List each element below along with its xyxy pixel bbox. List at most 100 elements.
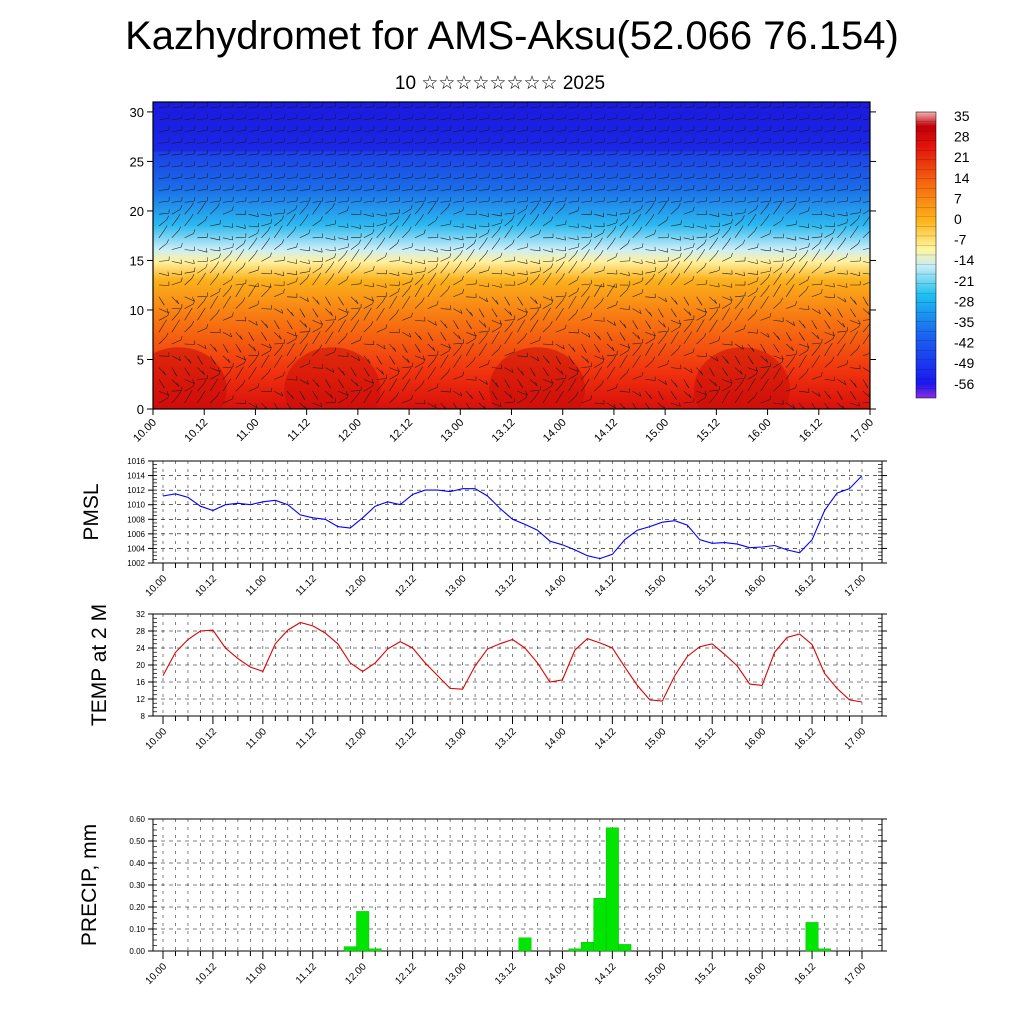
wind-barb [760,249,771,252]
wind-barb-flag [318,201,322,207]
wind-barb [222,254,231,262]
wind-barb [709,323,716,333]
wind-barb-flag [218,236,221,241]
wind-barb [517,390,527,396]
wind-barb [811,141,822,144]
wind-barb-flag [462,371,465,376]
wind-barb [171,129,182,132]
wind-barb [414,118,425,121]
wind-barb [274,118,285,121]
chart-subtitle: 10 ☆☆☆☆☆☆☆☆ 2025 [394,73,606,94]
wind-barb-flag [634,407,637,409]
wind-barb [261,320,269,329]
wind-barb-flag [421,380,425,385]
wind-barb-flag [394,225,398,230]
wind-barb [338,397,347,404]
wind-barb-flag [318,272,322,277]
wind-barb-flag [833,228,836,233]
wind-barb [837,118,848,121]
wind-barb-flag [536,308,540,313]
wind-barb [465,253,473,262]
wind-barb [760,233,770,239]
wind-barb [798,253,807,262]
wind-barb [158,336,167,345]
wind-barb-flag [831,249,834,255]
wind-barb [427,200,438,203]
chart-title: Kazhydromet for AMS-Aksu(52.066 76.154) [125,14,899,58]
wind-barb [850,219,858,227]
wind-barb [184,129,195,132]
wind-barb [184,188,195,191]
wind-barb [709,153,720,156]
wind-barb-flag [754,309,758,314]
wind-barb [555,328,566,333]
wind-barb-flag [649,312,653,317]
wind-barb [658,220,667,227]
wind-barb-flag [254,355,258,361]
wind-barb [376,222,387,227]
wind-barb-flag [219,253,221,258]
wind-barb-flag [257,383,260,388]
wind-barb [670,141,681,144]
wind-barb-flag [627,343,630,348]
wind-barb [197,394,204,404]
wind-barb [517,355,528,357]
wind-barb [504,324,512,333]
wind-barb [568,188,579,191]
wind-barb [427,188,438,191]
wind-barb-flag [524,226,527,231]
wind-barb-flag [560,307,564,313]
wind-barb-flag [228,260,232,266]
wind-barb [773,129,784,132]
wind-barb-flag [244,224,246,229]
wind-barb-flag [411,312,413,317]
x-tick-label: 12.12 [393,726,419,752]
wind-barb [427,343,436,352]
wind-barb [542,220,552,227]
wind-barb [338,308,348,313]
wind-barb [222,366,233,368]
wind-barb-flag [347,206,349,211]
wind-barb [427,354,438,357]
wind-barb [696,315,706,321]
wind-barb [261,372,269,380]
wind-barb [325,237,336,241]
wind-barb [210,200,221,203]
wind-barb [299,217,307,227]
wind-barb [747,177,758,180]
wind-barb [683,106,694,109]
x-tick-label: 10.12 [194,726,220,752]
wind-barb-flag [701,319,705,324]
wind-barb-flag [215,378,219,383]
wind-barb [529,312,537,321]
wind-barb-flag [693,242,695,248]
wind-barb [478,106,489,109]
wind-barb [850,212,861,215]
wind-barb [286,141,297,144]
wind-barb-flag [653,331,656,336]
wind-barb [350,129,361,132]
wind-barb-flag [385,212,387,217]
wind-barb-flag [730,283,733,288]
wind-barb [248,241,255,250]
x-tick-label: 16.00 [743,573,769,599]
wind-barb [465,308,473,317]
wind-barb [363,241,371,250]
wind-barb-flag [752,378,756,383]
wind-barb [491,129,502,132]
wind-barb [581,266,590,274]
wind-barb [338,106,349,109]
wind-barb-flag [817,249,821,254]
wind-barb-flag [587,285,591,290]
wind-barb [542,106,553,109]
wind-barb [414,200,425,203]
wind-barb-flag [495,382,499,388]
wind-barb [824,165,835,168]
wind-barb [158,323,165,333]
wind-barb-flag [818,309,821,314]
wind-barb [862,118,870,121]
wind-barb [274,260,285,262]
wind-barb [402,272,413,276]
wind-barb [158,153,169,156]
wind-barb-flag [628,346,631,351]
